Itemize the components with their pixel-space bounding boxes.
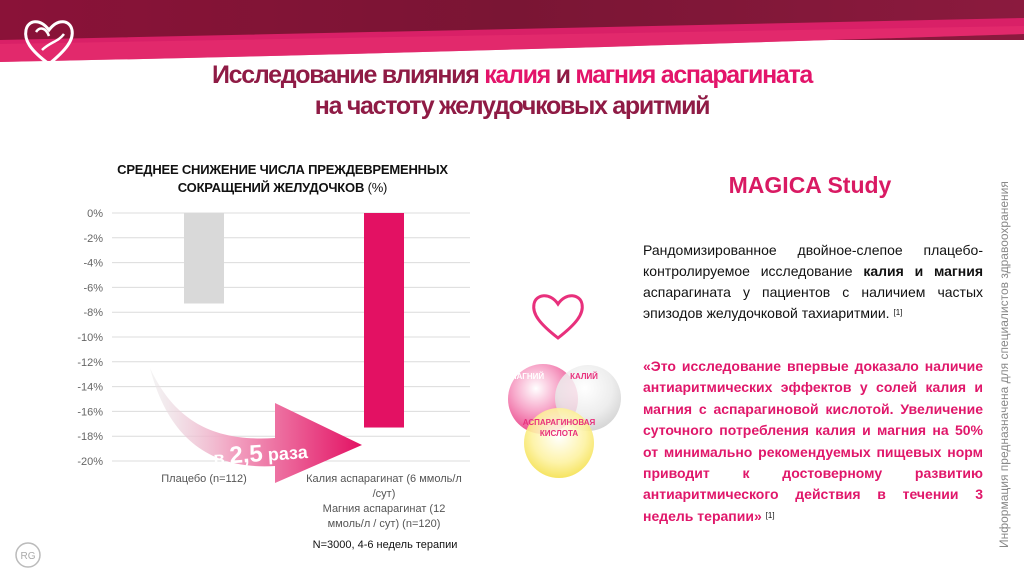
y-tick-label: -16% <box>77 406 103 418</box>
y-tick-label: -20% <box>77 456 103 468</box>
y-tick-label: -4% <box>83 258 103 270</box>
header-banner <box>0 0 1024 62</box>
svg-text:RG: RG <box>21 551 36 562</box>
arrow-label: в 2,5 раза <box>212 437 309 471</box>
y-tick-label: -10% <box>77 332 103 344</box>
study-description: Рандомизированное двойное-слепое плацебо… <box>643 242 983 321</box>
page-title: Исследование влияния калия и магния аспа… <box>211 61 813 120</box>
x-tick-label: Магния аспарагинат (12 <box>323 503 446 515</box>
heart-logo-icon <box>24 20 74 66</box>
x-tick-label: ммоль/л / сут) (n=120) <box>328 518 441 530</box>
x-tick-label: Калия аспарагинат (6 ммоль/л <box>306 473 462 485</box>
venn-diagram: МАГНИЙ КАЛИЙ АСПАРАГИНОВАЯ КИСЛОТА <box>508 294 621 478</box>
y-tick-label: -14% <box>77 382 103 394</box>
venn-potassium-label: КАЛИЙ <box>570 372 598 381</box>
y-tick-label: -2% <box>83 233 103 245</box>
x-tick-label: Плацебо (n=112) <box>161 473 247 485</box>
y-tick-label: -18% <box>77 431 103 443</box>
rg-logo-icon: RG <box>15 542 41 568</box>
bar-chart: 0% -2% -4% -6% -8% -10% -12% -14% -16% -18% -20% в… <box>77 208 470 551</box>
venn-acid-label: АСПАРАГИНОВАЯ <box>523 418 596 427</box>
y-tick-label: 0% <box>87 208 103 220</box>
side-disclaimer: Информация предназначена для специалисто… <box>997 181 1011 548</box>
chart-title: СРЕДНЕЕ СНИЖЕНИЕ ЧИСЛА ПРЕЖДЕВРЕМЕННЫХ С… <box>117 162 448 195</box>
y-tick-label: -12% <box>77 357 103 369</box>
y-tick-label: -8% <box>83 307 103 319</box>
study-title: MAGICA Study <box>728 172 892 198</box>
bar <box>364 213 404 428</box>
venn-magnesium-label: МАГНИЙ <box>510 372 545 381</box>
study-quote: «Это исследование впервые доказало налич… <box>643 358 983 524</box>
bar <box>184 213 224 304</box>
x-tick-label: /сут) <box>373 488 396 500</box>
heart-icon <box>532 294 584 340</box>
y-tick-label: -6% <box>83 282 103 294</box>
comparison-arrow-icon <box>150 368 362 483</box>
venn-acid-label-line2: КИСЛОТА <box>540 429 578 438</box>
chart-footnote: N=3000, 4-6 недель терапии <box>313 539 458 551</box>
